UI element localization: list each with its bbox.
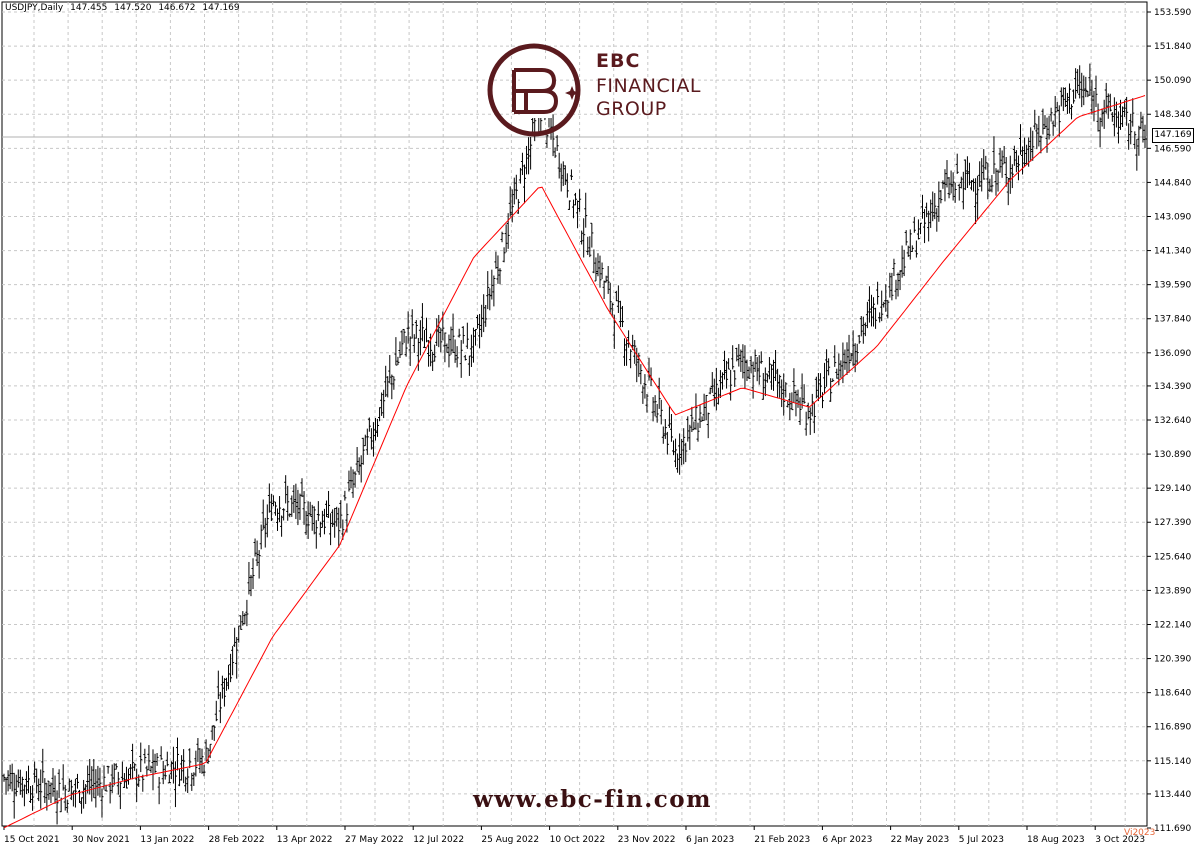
x-tick-label: 13 Jan 2022 (140, 835, 194, 845)
x-tick-label: 3 Oct 2023 (1095, 835, 1145, 845)
logo-line-1: EBC (596, 50, 641, 72)
plot-frame (1, 1, 1148, 827)
x-tick-label: 18 Aug 2023 (1027, 835, 1085, 845)
y-tick-label: 123.890 (1154, 586, 1191, 596)
y-tick-label: 144.840 (1154, 178, 1191, 188)
y-tick-label: 125.640 (1154, 552, 1191, 562)
x-tick-label: 10 Oct 2022 (550, 835, 606, 845)
logo-line-3: GROUP (596, 98, 667, 120)
y-tick-label: 134.390 (1154, 382, 1191, 392)
x-tick-label: 27 May 2022 (345, 835, 404, 845)
y-tick-label: 122.140 (1154, 620, 1191, 630)
y-tick-label: 116.890 (1154, 723, 1191, 733)
y-tick-label: 111.690 (1154, 824, 1191, 834)
current-price-tag: 147.169 (1152, 128, 1194, 143)
ebc-logo-mark-icon (487, 43, 581, 137)
x-tick-label: 22 May 2023 (891, 835, 950, 845)
close-value: 147.169 (202, 3, 240, 13)
y-tick-label: 137.840 (1154, 315, 1191, 325)
y-tick-label: 130.890 (1154, 450, 1191, 460)
y-tick-label: 136.090 (1154, 349, 1191, 359)
x-tick-label: 13 Apr 2022 (277, 835, 333, 845)
y-tick-label: 113.440 (1154, 790, 1191, 800)
low-value: 146.672 (158, 3, 196, 13)
y-tick-label: 118.640 (1154, 689, 1191, 699)
y-tick-label: 139.590 (1154, 281, 1191, 291)
logo-text: EBC FINANCIAL GROUP (596, 52, 701, 119)
x-tick-label: 21 Feb 2023 (754, 835, 810, 845)
x-tick-label: 5 Jul 2023 (959, 835, 1004, 845)
y-tick-label: 151.840 (1154, 42, 1191, 52)
symbol-label: USDJPY,Daily (5, 3, 64, 13)
y-tick-label: 150.090 (1154, 76, 1191, 86)
y-tick-label: 132.640 (1154, 416, 1191, 426)
high-value: 147.520 (114, 3, 152, 13)
y-tick-label: 146.590 (1154, 144, 1191, 154)
y-tick-label: 115.140 (1154, 757, 1191, 767)
x-tick-label: 28 Feb 2022 (209, 835, 265, 845)
chart-header: USDJPY,Daily 147.455 147.520 146.672 147… (5, 3, 244, 13)
y-tick-label: 141.340 (1154, 247, 1191, 257)
ebc-logo: EBC FINANCIAL GROUP (484, 40, 724, 140)
x-tick-label: 6 Jan 2023 (686, 835, 734, 845)
x-tick-label: 25 Aug 2022 (481, 835, 539, 845)
open-value: 147.455 (70, 3, 108, 13)
logo-line-2: FINANCIAL (596, 75, 701, 97)
y-tick-label: 120.390 (1154, 655, 1191, 665)
y-tick-label: 153.590 (1154, 8, 1191, 18)
watermark-url: www.ebc-fin.com (473, 786, 712, 813)
x-tick-label: 15 Oct 2021 (4, 835, 60, 845)
y-tick-label: 148.340 (1154, 110, 1191, 120)
y-tick-label: 129.140 (1154, 484, 1191, 494)
y-tick-label: 127.390 (1154, 518, 1191, 528)
x-tick-label: 12 Jul 2022 (413, 835, 464, 845)
moving-average-line (3, 95, 1146, 829)
x-tick-label: 6 Apr 2023 (822, 835, 872, 845)
y-tick-label: 143.090 (1154, 212, 1191, 222)
corner-badge: Vi2023 (1124, 828, 1156, 838)
x-tick-label: 23 Nov 2022 (618, 835, 676, 845)
x-tick-label: 30 Nov 2021 (72, 835, 130, 845)
